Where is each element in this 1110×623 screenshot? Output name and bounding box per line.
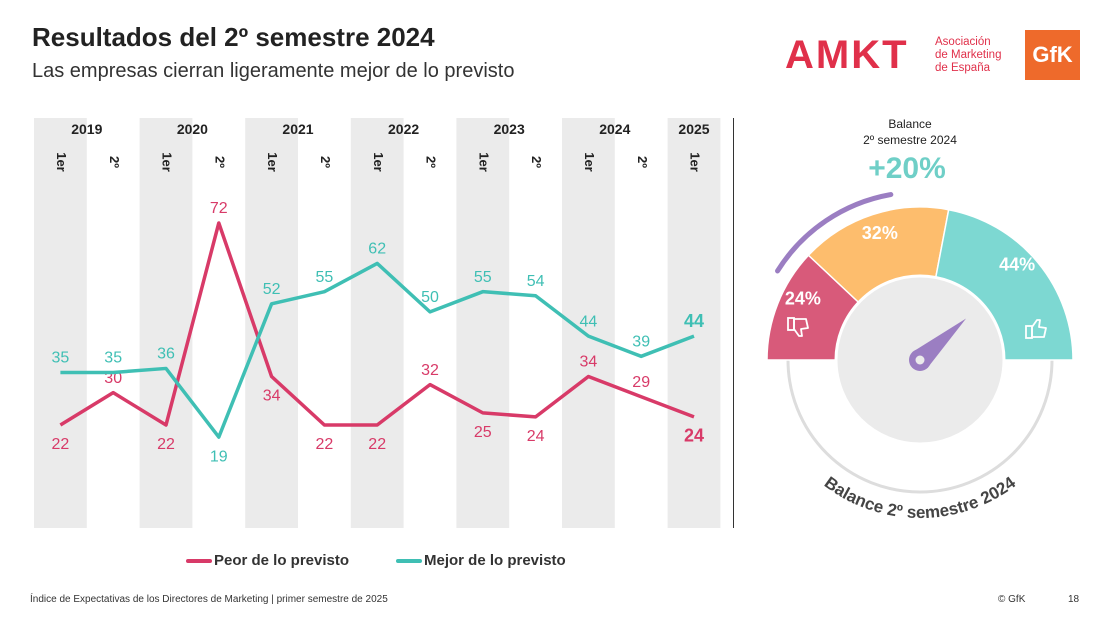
chart-band — [350, 118, 404, 528]
amkt-caption-line: de España — [935, 62, 990, 74]
legend-label: Mejor de lo previsto — [424, 552, 566, 569]
semester-tick-label: 2º — [318, 156, 333, 168]
data-label: 36 — [157, 346, 175, 363]
amkt-logo: AMKT — [785, 33, 909, 74]
semester-tick-label: 2º — [212, 156, 227, 168]
year-label: 2019 — [71, 121, 102, 137]
data-label: 55 — [474, 269, 492, 286]
year-label: 2024 — [599, 121, 630, 137]
balance-arc — [775, 192, 894, 274]
data-label: 62 — [368, 241, 386, 258]
semester-tick-label: 2º — [107, 156, 122, 168]
footer-source: Índice de Expectativas de los Directores… — [30, 594, 388, 605]
year-label: 2020 — [177, 121, 208, 137]
data-label: 24 — [684, 426, 704, 446]
gauge-needle-hub-center — [915, 355, 925, 365]
amkt-logo-text: AMKT — [785, 33, 909, 74]
data-label: 72 — [210, 200, 228, 217]
data-label: 19 — [210, 448, 228, 465]
semester-tick-label: 2º — [635, 156, 650, 168]
data-label: 22 — [52, 436, 70, 453]
data-label: 55 — [316, 269, 334, 286]
page-subtitle: Las empresas cierran ligeramente mejor d… — [32, 60, 515, 82]
data-label: 39 — [632, 334, 650, 351]
semester-tick-label: 2º — [529, 156, 544, 168]
data-label: 24 — [527, 428, 545, 445]
legend-item-mejor: Mejor de lo previsto — [396, 552, 566, 569]
amkt-caption-line: Asociación — [935, 36, 991, 48]
thumbs-up-icon-part — [1031, 319, 1047, 338]
semester-tick-label: 1er — [54, 152, 69, 172]
chart-band — [667, 118, 721, 528]
chart-divider — [733, 118, 734, 528]
balance-title-line: 2º semestre 2024 — [863, 133, 957, 147]
footer-page-number: 18 — [1068, 594, 1080, 605]
data-label: 50 — [421, 289, 439, 306]
year-label: 2021 — [282, 121, 313, 137]
data-label: 32 — [421, 362, 439, 379]
data-label: 35 — [104, 350, 122, 367]
series-line-mejor — [60, 261, 695, 439]
balance-title-line: Balance — [888, 117, 932, 131]
data-label: 22 — [157, 436, 175, 453]
semester-tick-label: 1er — [160, 152, 175, 172]
legend-item-peor: Peor de lo previsto — [186, 552, 349, 569]
data-label: 22 — [316, 436, 334, 453]
balance-value: +20% — [868, 152, 946, 185]
gauge-sector-label: 32% — [862, 223, 898, 243]
chart-band — [139, 118, 193, 528]
semester-tick-label: 2º — [424, 156, 439, 168]
semester-tick-label: 1er — [265, 152, 280, 172]
footer-copyright: © GfK — [998, 594, 1026, 605]
semester-tick-label: 1er — [476, 152, 491, 172]
semester-tick-label: 1er — [371, 152, 386, 172]
data-label: 25 — [474, 424, 492, 441]
chart-band — [34, 118, 87, 528]
data-label: 44 — [580, 313, 598, 330]
gfk-logo: GfK — [1025, 30, 1080, 80]
amkt-logo-caption: Asociación de Marketing de España — [935, 36, 1001, 75]
data-label: 44 — [684, 311, 704, 331]
data-label: 29 — [632, 374, 650, 391]
legend-label: Peor de lo previsto — [214, 552, 350, 569]
year-label: 2023 — [494, 121, 525, 137]
thumbs-down-icon — [787, 317, 809, 337]
data-label: 22 — [368, 436, 386, 453]
year-label: 2025 — [678, 121, 709, 137]
data-label: 35 — [52, 350, 70, 367]
thumbs-down-icon-part — [793, 318, 809, 337]
semester-tick-label: 1er — [582, 152, 597, 172]
data-label: 34 — [263, 388, 281, 405]
data-label: 34 — [580, 354, 598, 371]
semester-tick-label: 1er — [688, 152, 703, 172]
chart-band — [456, 118, 510, 528]
gauge-sector-label: 44% — [999, 254, 1035, 274]
thumbs-up-icon — [1025, 319, 1047, 339]
data-label: 52 — [263, 281, 281, 298]
data-label: 54 — [527, 273, 545, 290]
series-line-peor — [59, 221, 695, 427]
amkt-caption-line: de Marketing — [935, 49, 1002, 61]
legend-swatch — [396, 559, 422, 564]
legend-swatch — [186, 559, 212, 564]
year-label: 2022 — [388, 121, 419, 137]
page-title: Resultados del 2º semestre 2024 — [32, 22, 435, 52]
gauge-sector-label: 24% — [785, 288, 821, 308]
